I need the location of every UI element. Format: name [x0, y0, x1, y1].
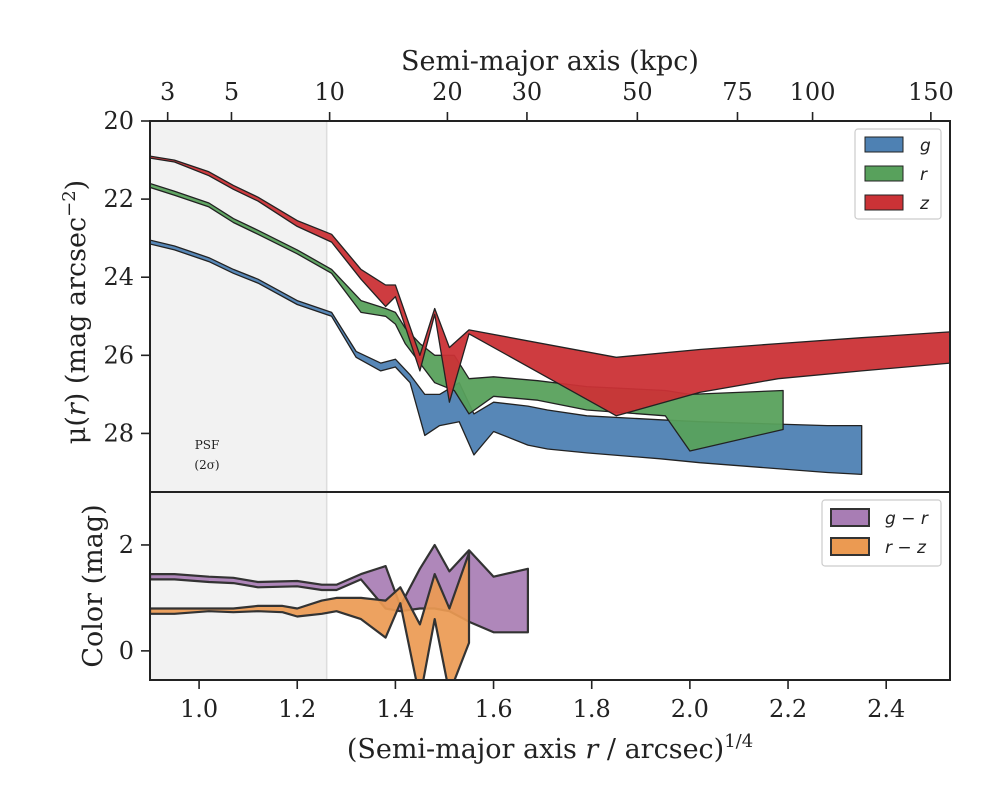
x-axis-title: (Semi-major axis r / arcsec)1/4	[347, 731, 753, 765]
legend-surface-brightness: grz	[854, 128, 942, 220]
legend-color: g − r r − z	[821, 499, 942, 567]
y-tick-label: 28	[103, 419, 134, 447]
legend-swatch-z	[864, 194, 904, 211]
legend-label: g − r	[885, 509, 929, 529]
y-tick-label: 22	[103, 185, 134, 213]
top-tick-label: 30	[512, 78, 543, 106]
legend-label: r − z	[885, 538, 927, 558]
x-tick-label: 1.8	[573, 695, 611, 723]
legend-swatch	[830, 537, 870, 556]
top-tick-label: 3	[160, 78, 175, 106]
legend-label-z: z	[919, 194, 930, 214]
y-tick-label: 0	[119, 637, 134, 665]
band-rz	[150, 551, 471, 680]
psf-label: PSF	[195, 438, 220, 452]
x-tick-label: 1.6	[474, 695, 512, 723]
band-r	[150, 182, 784, 452]
x-tick-label: 1.2	[278, 695, 316, 723]
top-axis-title: Semi-major axis (kpc)	[401, 46, 699, 77]
top-tick-label: 10	[314, 78, 345, 106]
top-tick-label: 50	[622, 78, 653, 106]
x-tick-label: 2.0	[671, 695, 709, 723]
x-tick-label: 1.4	[376, 695, 414, 723]
psf-label-sigma: (2σ)	[194, 458, 219, 472]
top-tick-label: 150	[908, 78, 954, 106]
bottom-axes-frame	[149, 491, 951, 681]
x-tick-label: 2.2	[769, 695, 807, 723]
top-tick-label: 100	[790, 78, 836, 106]
x-tick-label: 1.0	[180, 695, 218, 723]
top-tick-label: 75	[722, 78, 753, 106]
band-g	[150, 239, 863, 476]
color-panel: 0 2 1.0 1.2 1.4 1.6 1.8 2.0 2.2 2.4 g − r r − z	[119, 491, 951, 723]
legend-swatch-r	[864, 165, 904, 182]
legend-label-g: g	[920, 136, 931, 156]
psf-region	[150, 121, 327, 680]
y-axis-title-color: Color (mag)	[78, 504, 109, 667]
y-tick-label: 20	[103, 107, 134, 135]
y-tick-label: 24	[103, 263, 134, 291]
y-tick-label: 2	[119, 531, 134, 559]
legend-swatch-g	[864, 136, 904, 153]
top-tick-label: 5	[224, 78, 239, 106]
top-tick-label: 20	[432, 78, 463, 106]
figure-labels: Semi-major axis (kpc) μ(r) (mag arcsec−2…	[59, 46, 753, 765]
legend-label-r: r	[920, 165, 928, 185]
band-z	[150, 155, 950, 417]
legend-swatch	[830, 508, 870, 527]
band-gr	[150, 543, 529, 634]
y-axis-title-surface-brightness: μ(r) (mag arcsec−2)	[59, 180, 92, 444]
x-tick-label: 2.4	[867, 695, 905, 723]
y-tick-label: 26	[103, 341, 134, 369]
